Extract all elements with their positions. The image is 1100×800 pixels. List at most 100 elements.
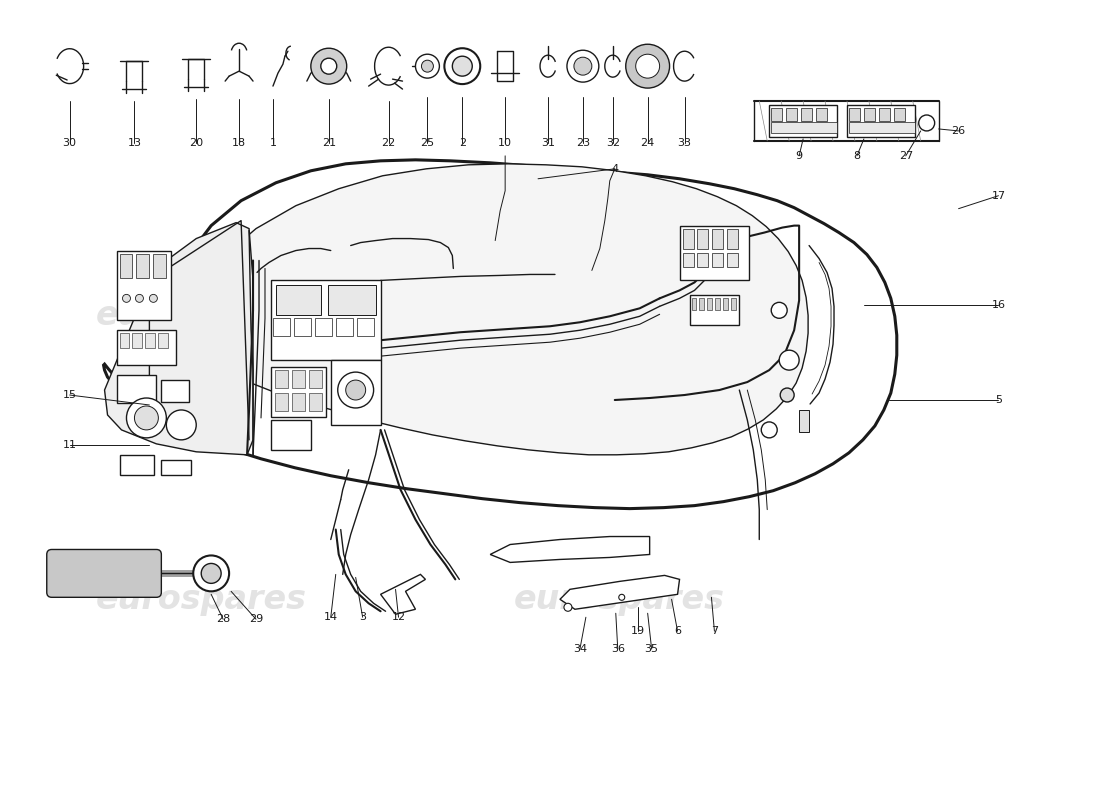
- Text: 19: 19: [630, 626, 645, 636]
- Text: eurospares: eurospares: [515, 583, 725, 616]
- Text: eurospares: eurospares: [96, 298, 307, 332]
- Bar: [680, 226, 749, 281]
- Bar: [847, 105, 915, 137]
- Text: 6: 6: [674, 626, 681, 636]
- Bar: [276, 286, 321, 315]
- Circle shape: [636, 54, 660, 78]
- Bar: [727, 229, 738, 249]
- Bar: [816, 108, 827, 121]
- Text: 16: 16: [991, 300, 1005, 310]
- Text: 20: 20: [189, 138, 204, 148]
- Text: 14: 14: [323, 612, 338, 622]
- Text: 1: 1: [270, 138, 276, 148]
- Bar: [271, 281, 381, 360]
- Text: 17: 17: [991, 190, 1005, 201]
- Polygon shape: [104, 222, 253, 455]
- Bar: [697, 253, 708, 267]
- Bar: [682, 229, 693, 249]
- Text: 5: 5: [994, 395, 1002, 405]
- Circle shape: [566, 50, 598, 82]
- Bar: [271, 367, 326, 417]
- Circle shape: [166, 410, 196, 440]
- Circle shape: [626, 44, 670, 88]
- Bar: [275, 370, 288, 388]
- Bar: [153, 254, 166, 278]
- Text: 4: 4: [612, 164, 618, 174]
- Circle shape: [194, 555, 229, 591]
- Circle shape: [779, 350, 799, 370]
- Bar: [309, 393, 322, 411]
- Bar: [727, 253, 738, 267]
- Text: 12: 12: [392, 612, 406, 622]
- Circle shape: [311, 48, 346, 84]
- FancyBboxPatch shape: [47, 550, 162, 598]
- Circle shape: [135, 294, 143, 302]
- Text: 9: 9: [795, 151, 803, 161]
- Bar: [894, 108, 905, 121]
- Bar: [292, 393, 305, 411]
- Text: 11: 11: [63, 440, 77, 450]
- Circle shape: [918, 115, 935, 131]
- Circle shape: [126, 398, 166, 438]
- Text: 28: 28: [216, 614, 230, 624]
- Circle shape: [574, 57, 592, 75]
- Circle shape: [416, 54, 439, 78]
- Bar: [715, 298, 720, 310]
- Circle shape: [338, 372, 374, 408]
- Bar: [864, 108, 874, 121]
- Bar: [117, 375, 156, 403]
- Bar: [136, 254, 150, 278]
- Text: 34: 34: [573, 644, 587, 654]
- Bar: [849, 122, 915, 133]
- Text: 22: 22: [382, 138, 396, 148]
- Bar: [356, 318, 374, 336]
- Bar: [117, 250, 172, 320]
- Text: 32: 32: [606, 138, 619, 148]
- Text: 10: 10: [498, 138, 513, 148]
- Text: 21: 21: [321, 138, 336, 148]
- Circle shape: [321, 58, 337, 74]
- Bar: [292, 370, 305, 388]
- Bar: [120, 455, 154, 474]
- Text: 7: 7: [711, 626, 718, 636]
- Circle shape: [452, 56, 472, 76]
- Text: 15: 15: [63, 390, 77, 400]
- Text: 36: 36: [610, 644, 625, 654]
- Bar: [732, 298, 736, 310]
- Bar: [132, 334, 142, 348]
- Bar: [771, 122, 837, 133]
- Bar: [771, 108, 782, 121]
- Bar: [724, 298, 728, 310]
- Bar: [769, 105, 837, 137]
- Bar: [120, 334, 130, 348]
- Bar: [336, 318, 353, 336]
- Bar: [315, 318, 332, 336]
- Text: 27: 27: [899, 151, 913, 161]
- Circle shape: [201, 563, 221, 583]
- Circle shape: [771, 302, 788, 318]
- Bar: [120, 254, 132, 278]
- Text: 3: 3: [360, 612, 366, 622]
- Bar: [799, 410, 810, 432]
- Text: 18: 18: [232, 138, 246, 148]
- Polygon shape: [491, 537, 650, 562]
- Circle shape: [134, 406, 158, 430]
- Circle shape: [345, 380, 365, 400]
- Bar: [309, 370, 322, 388]
- Polygon shape: [560, 575, 680, 610]
- Bar: [849, 108, 860, 121]
- Text: 35: 35: [645, 644, 659, 654]
- Bar: [707, 298, 713, 310]
- Circle shape: [564, 603, 572, 611]
- Bar: [879, 108, 890, 121]
- Text: 23: 23: [575, 138, 590, 148]
- Text: 2: 2: [459, 138, 466, 148]
- Circle shape: [761, 422, 778, 438]
- Bar: [700, 298, 704, 310]
- Bar: [692, 298, 696, 310]
- Circle shape: [122, 294, 131, 302]
- Text: 8: 8: [854, 151, 860, 161]
- Bar: [331, 360, 381, 425]
- Text: 24: 24: [640, 138, 654, 148]
- Bar: [713, 253, 724, 267]
